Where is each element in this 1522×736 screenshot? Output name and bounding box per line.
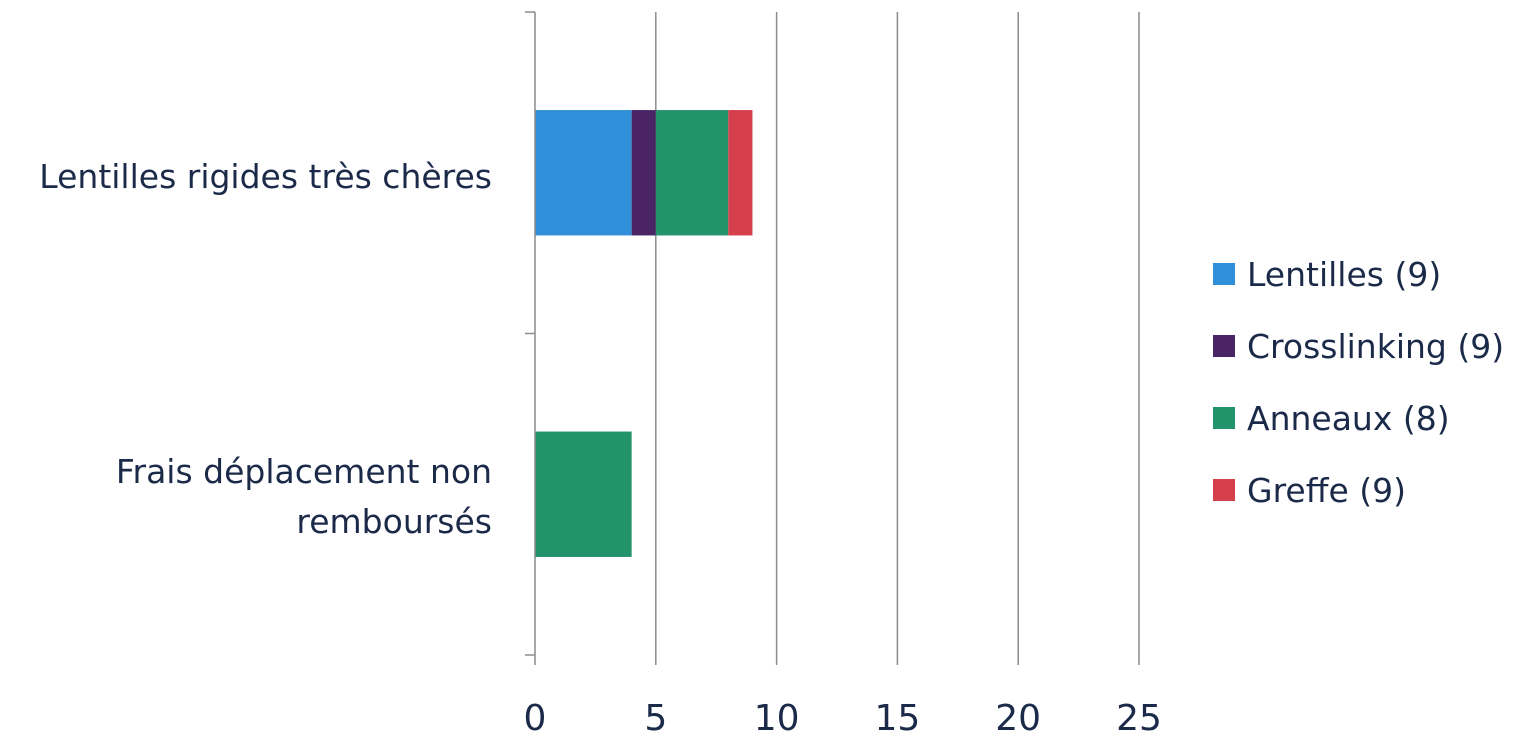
category-label-frais-deplacement: Frais déplacement non remboursés <box>115 452 492 541</box>
legend-label: Crosslinking (9) <box>1247 326 1505 366</box>
gridlines <box>655 12 1140 655</box>
legend-swatch <box>1213 407 1235 429</box>
category-label-lentilles-rigides: Lentilles rigides très chères <box>39 157 492 196</box>
bars <box>535 110 753 557</box>
bar-segment-1-4 <box>728 110 753 236</box>
x-tick-label: 15 <box>874 698 920 732</box>
x-tick-labels: 0 5 10 15 20 25 <box>524 698 1162 736</box>
legend-swatch <box>1213 335 1235 357</box>
legend-label: Greffe (9) <box>1247 470 1406 510</box>
legend-item-greffe: Greffe (9) <box>1213 454 1518 526</box>
legend-label: Anneaux (8) <box>1247 398 1450 438</box>
axes <box>525 11 1140 665</box>
x-tick-label: 20 <box>995 698 1041 732</box>
x-tick-label: 0 <box>524 698 547 732</box>
bar-segment-1-2 <box>631 110 656 236</box>
bar-segment-1-1 <box>535 110 632 236</box>
x-tick-label: 5 <box>644 698 667 732</box>
legend-swatch <box>1213 263 1235 285</box>
legend-item-crosslinking: Crosslinking (9) <box>1213 310 1518 382</box>
x-tick-label: 10 <box>754 698 800 732</box>
bar-segment-1-3 <box>655 110 729 236</box>
legend-item-anneaux: Anneaux (8) <box>1213 382 1518 454</box>
x-tick-label: 25 <box>1116 698 1162 732</box>
bar-segment-2-3 <box>535 431 632 557</box>
legend-swatch <box>1213 479 1235 501</box>
legend: Lentilles (9) Crosslinking (9) Anneaux (… <box>1213 238 1518 526</box>
legend-item-lentilles: Lentilles (9) <box>1213 238 1518 310</box>
legend-label: Lentilles (9) <box>1247 254 1442 294</box>
